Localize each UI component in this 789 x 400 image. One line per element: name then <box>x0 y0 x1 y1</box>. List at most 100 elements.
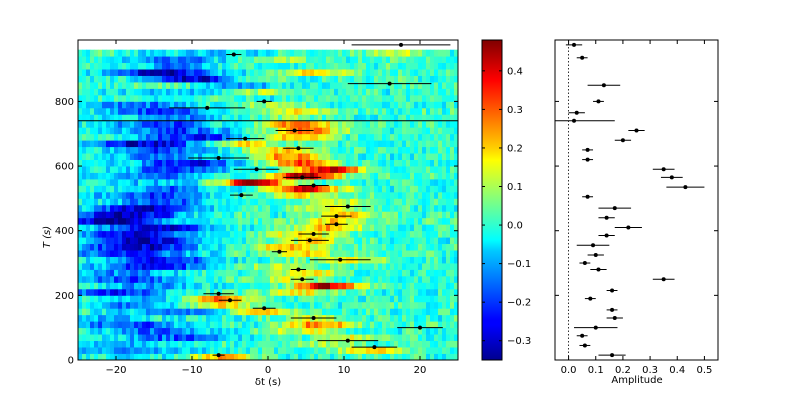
heatmap-cell <box>238 185 243 193</box>
heatmap-cell <box>290 321 295 329</box>
heatmap-cell <box>430 321 435 329</box>
amplitude-marker <box>683 185 688 190</box>
amplitude-point <box>606 307 618 312</box>
heatmap-cell <box>306 204 311 212</box>
heatmap-cell <box>206 224 211 232</box>
heatmap-cell <box>234 69 239 76</box>
heatmap-cell <box>154 217 159 225</box>
heatmap-cell <box>182 94 187 102</box>
heatmap-cell <box>110 308 115 316</box>
heatmap-cell <box>110 301 115 309</box>
heatmap-cell <box>98 101 103 109</box>
heatmap-cell <box>94 217 99 225</box>
heatmap-cell <box>98 340 103 348</box>
heatmap-cell <box>158 275 163 283</box>
heatmap-cell <box>310 94 315 102</box>
heatmap-cell <box>254 56 259 64</box>
heatmap-cell <box>190 75 195 83</box>
heatmap-cell <box>234 327 239 335</box>
heatmap-cell <box>302 185 307 193</box>
heatmap-cell <box>394 94 399 102</box>
heatmap-cell <box>202 140 207 148</box>
heatmap-cell <box>218 114 223 122</box>
heatmap-cell <box>266 243 271 251</box>
heatmap-cell <box>250 282 255 290</box>
x-tick-label: 0 <box>265 365 271 376</box>
heatmap-cell <box>258 263 263 270</box>
heatmap-cell <box>386 75 391 83</box>
heatmap-cell <box>78 327 83 335</box>
heatmap-cell <box>254 327 259 335</box>
heatmap-cell <box>98 49 103 57</box>
heatmap-cell <box>182 217 187 225</box>
heatmap-cell <box>270 347 275 354</box>
heatmap-cell <box>322 327 327 335</box>
heatmap-cell <box>382 204 387 212</box>
heatmap-cell <box>206 166 211 173</box>
heatmap-cell <box>134 191 139 199</box>
heatmap-cell <box>378 256 383 264</box>
heatmap-cell <box>414 153 419 160</box>
heatmap-cell <box>122 88 127 96</box>
heatmap-cell <box>338 120 343 128</box>
heatmap-cell <box>206 230 211 238</box>
heatmap-cell <box>234 321 239 329</box>
heatmap-cell <box>278 256 283 264</box>
heatmap-cell <box>210 295 215 303</box>
heatmap-cell <box>218 288 223 296</box>
heatmap-cell <box>370 114 375 122</box>
heatmap-cell <box>434 88 439 96</box>
amplitude-point <box>614 225 642 230</box>
heatmap-cell <box>410 224 415 232</box>
heatmap-cell <box>86 114 91 122</box>
heatmap-cell <box>390 211 395 219</box>
heatmap-cell <box>250 185 255 193</box>
heatmap-cell <box>190 120 195 128</box>
heatmap-cell <box>178 94 183 102</box>
heatmap-cell <box>274 107 279 115</box>
heatmap-cell <box>442 146 447 154</box>
heatmap-cell <box>78 250 83 257</box>
heatmap-cell <box>254 159 259 167</box>
heatmap-cell <box>122 256 127 264</box>
heatmap-cell <box>410 211 415 219</box>
heatmap-cell <box>298 56 303 64</box>
heatmap-cell <box>154 243 159 251</box>
heatmap-cell <box>298 308 303 316</box>
heatmap-cell <box>418 224 423 232</box>
heatmap-cell <box>202 159 207 167</box>
heatmap-cell <box>234 275 239 283</box>
heatmap-cell <box>78 185 83 193</box>
heatmap-cell <box>330 327 335 335</box>
heatmap-cell <box>182 230 187 238</box>
heatmap-cell <box>274 243 279 251</box>
heatmap-cell <box>330 107 335 115</box>
heatmap-cell <box>326 56 331 64</box>
heatmap-cell <box>262 49 267 57</box>
heatmap-cell <box>258 308 263 316</box>
heatmap-cell <box>454 314 458 322</box>
heatmap-cell <box>414 114 419 122</box>
heatmap-cell <box>194 288 199 296</box>
heatmap-cell <box>318 288 323 296</box>
heatmap-cell <box>406 114 411 122</box>
heatmap-cell <box>90 101 95 109</box>
heatmap-cell <box>442 340 447 348</box>
heatmap-cell <box>274 114 279 122</box>
heatmap-cell <box>218 107 223 115</box>
heatmap-cell <box>102 288 107 296</box>
heatmap-cell <box>182 301 187 309</box>
heatmap-cell <box>106 120 111 128</box>
heatmap-cell <box>170 82 175 89</box>
heatmap-cell <box>322 295 327 303</box>
heatmap-cell <box>442 288 447 296</box>
heatmap-cell <box>178 166 183 173</box>
heatmap-cell <box>442 250 447 257</box>
heatmap-cell <box>142 250 147 257</box>
heatmap-cell <box>242 230 247 238</box>
heatmap-cell <box>170 224 175 232</box>
heatmap-cell <box>150 256 155 264</box>
heatmap-cell <box>446 327 451 335</box>
heatmap-cell <box>398 56 403 64</box>
heatmap-cell <box>338 211 343 219</box>
